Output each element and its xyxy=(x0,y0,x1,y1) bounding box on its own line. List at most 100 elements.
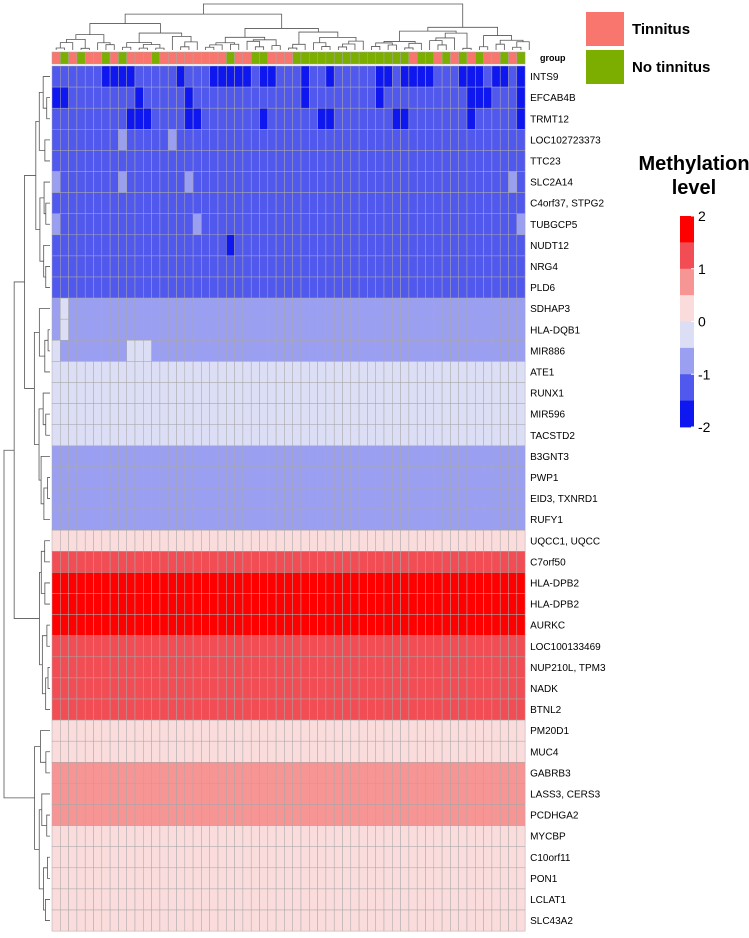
heatmap-cell xyxy=(383,255,393,278)
heatmap-cell xyxy=(76,107,86,130)
heatmap-cell xyxy=(516,403,526,425)
heatmap-cell xyxy=(458,529,468,552)
heatmap-cell xyxy=(68,86,78,109)
heatmap-cell xyxy=(499,698,509,721)
heatmap-cell xyxy=(109,234,119,257)
heatmap-cell xyxy=(84,508,94,531)
heatmap-cell xyxy=(516,361,526,383)
heatmap-cell xyxy=(134,276,144,299)
heatmap-cell xyxy=(109,403,119,425)
heatmap-cell xyxy=(176,508,186,531)
row-dendrogram-branch xyxy=(3,449,35,799)
heatmap-cell xyxy=(408,867,418,890)
heatmap-cell xyxy=(176,424,186,447)
heatmap-cell xyxy=(441,846,451,869)
heatmap-cell xyxy=(516,382,526,404)
heatmap-cell xyxy=(217,719,227,742)
heatmap-cell xyxy=(234,487,244,510)
heatmap-cell xyxy=(375,129,385,151)
heatmap-cell xyxy=(126,234,136,257)
heatmap-cell xyxy=(184,804,194,826)
heatmap-cell xyxy=(126,593,136,615)
heatmap-cell xyxy=(184,846,194,869)
heatmap-cell xyxy=(475,86,484,109)
group-cell xyxy=(176,51,186,65)
heatmap-cell xyxy=(60,255,69,278)
heatmap-cell xyxy=(425,318,435,341)
heatmap-cell xyxy=(151,466,161,489)
heatmap-cell xyxy=(84,340,94,362)
heatmap-cell xyxy=(475,107,484,130)
heatmap-cell xyxy=(491,783,501,805)
heatmap-cell xyxy=(441,888,451,911)
heatmap-cell xyxy=(259,86,269,109)
heatmap-cell xyxy=(201,698,210,721)
heatmap-cell xyxy=(441,129,451,151)
heatmap-cell xyxy=(425,593,435,615)
heatmap-cell xyxy=(358,297,368,320)
heatmap-cell xyxy=(408,719,418,742)
heatmap-cell xyxy=(466,382,476,404)
heatmap-cell xyxy=(392,614,401,636)
heatmap-cell xyxy=(392,150,401,172)
group-cell xyxy=(109,51,119,65)
heatmap-cell xyxy=(466,65,476,88)
heatmap-cell xyxy=(143,445,152,468)
heatmap-cell xyxy=(475,297,484,320)
heatmap-cell xyxy=(167,867,177,890)
heatmap-cell xyxy=(250,171,260,193)
heatmap-cell xyxy=(226,255,235,278)
heatmap-cell xyxy=(159,213,169,236)
heatmap-cell xyxy=(143,719,152,742)
group-cell xyxy=(143,51,152,65)
heatmap-cell xyxy=(400,487,410,510)
heatmap-cell xyxy=(68,171,78,193)
group-cell xyxy=(309,51,318,65)
heatmap-cell xyxy=(516,825,526,847)
heatmap-cell xyxy=(275,614,285,636)
heatmap-cell xyxy=(76,719,86,742)
heatmap-cell xyxy=(333,529,343,552)
heatmap-cell xyxy=(275,804,285,826)
heatmap-cell xyxy=(516,171,526,193)
gene-label: UQCC1, UQCC xyxy=(530,536,600,547)
heatmap-cell xyxy=(109,129,119,151)
heatmap-cell xyxy=(51,825,61,847)
heatmap-cell xyxy=(383,403,393,425)
heatmap-cell xyxy=(400,635,410,658)
heatmap-cell xyxy=(51,382,61,404)
heatmap-cell xyxy=(250,487,260,510)
heatmap-cell xyxy=(317,86,327,109)
heatmap-cell xyxy=(209,382,219,404)
heatmap-cell xyxy=(134,213,144,236)
heatmap-cell xyxy=(450,213,459,236)
heatmap-cell xyxy=(516,340,526,362)
heatmap-cell xyxy=(358,255,368,278)
heatmap-cell xyxy=(159,508,169,531)
heatmap-cell xyxy=(441,740,451,763)
heatmap-cell xyxy=(226,698,235,721)
heatmap-cell xyxy=(333,698,343,721)
heatmap-cell xyxy=(383,656,393,679)
heatmap-cell xyxy=(242,340,252,362)
heatmap-cell xyxy=(350,466,360,489)
heatmap-cell xyxy=(151,150,161,172)
heatmap-cell xyxy=(143,276,152,299)
heatmap-cell xyxy=(250,888,260,911)
column-dendrogram-branch xyxy=(55,47,65,50)
heatmap-cell xyxy=(325,551,335,573)
heatmap-cell xyxy=(126,107,136,130)
heatmap-cell xyxy=(475,192,484,214)
heatmap-cell xyxy=(433,656,443,679)
heatmap-cell xyxy=(367,466,376,489)
heatmap-cell xyxy=(441,318,451,341)
heatmap-cell xyxy=(101,129,111,151)
heatmap-cell xyxy=(143,529,152,552)
heatmap-cell xyxy=(192,825,202,847)
heatmap-cell xyxy=(275,276,285,299)
row-dendrogram-branch xyxy=(24,175,36,389)
heatmap-cell xyxy=(159,297,169,320)
heatmap-cell xyxy=(184,234,194,257)
heatmap-cell xyxy=(499,635,509,658)
heatmap-cell xyxy=(383,382,393,404)
